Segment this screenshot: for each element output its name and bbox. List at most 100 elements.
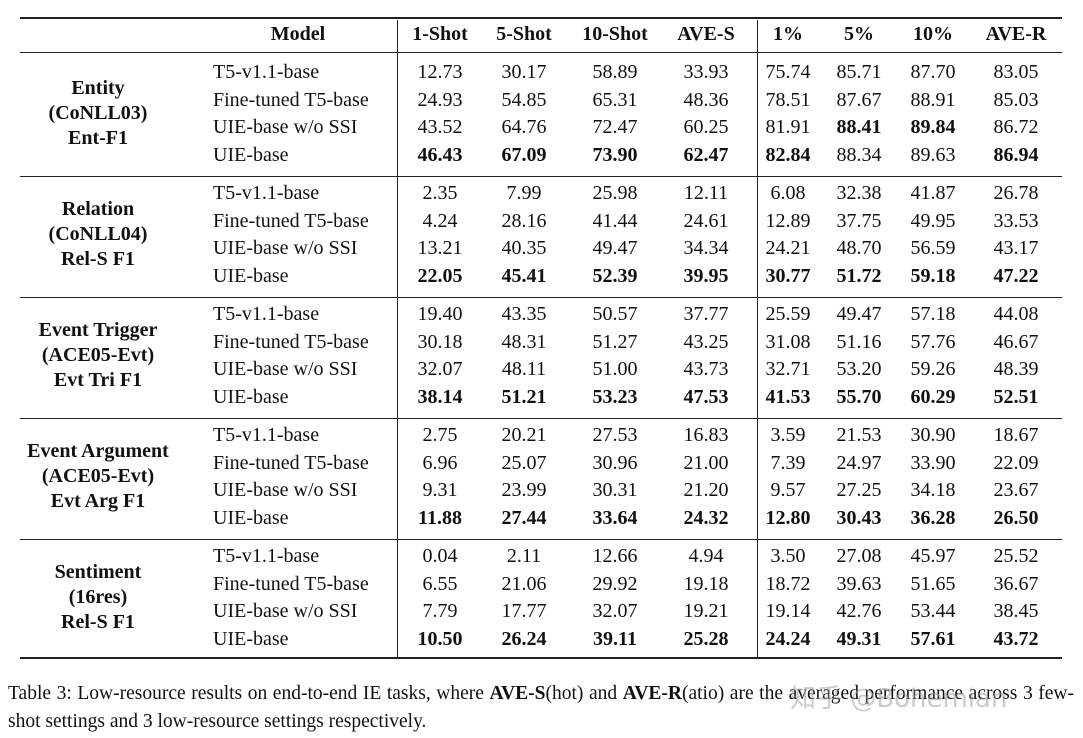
cell-value: 32.07 <box>417 358 463 380</box>
cell-value: 89.63 <box>910 143 956 166</box>
cell-value: 49.95 <box>910 209 956 232</box>
rule <box>20 176 1062 177</box>
cell-value: 30.31 <box>592 479 638 501</box>
caption-text: (atio) are the averaged performance acro… <box>8 683 1074 732</box>
cell-value: 43.72 <box>993 627 1039 650</box>
group-label: Rel-S F1 <box>61 611 135 634</box>
cell-value: 51.00 <box>592 358 638 380</box>
cell-value: 60.29 <box>910 385 956 408</box>
model-name: UIE-base w/o SSI <box>213 116 358 138</box>
cell-value: 51.72 <box>836 264 882 287</box>
cell-value: 48.70 <box>836 237 882 259</box>
group-label: Relation <box>61 198 135 221</box>
cell-value: 88.91 <box>910 88 956 111</box>
cell-value: 10.50 <box>417 627 463 650</box>
cell-value: 30.77 <box>765 264 811 287</box>
cell-value: 43.25 <box>683 330 729 353</box>
cell-value: 32.38 <box>836 182 882 204</box>
group-label: Event Argument <box>27 440 169 463</box>
cell-value: 21.53 <box>836 424 882 446</box>
cell-value: 7.39 <box>770 451 806 474</box>
cell-value: 73.90 <box>592 143 638 166</box>
cell-value: 27.53 <box>592 424 638 446</box>
cell-value: 52.39 <box>592 264 638 287</box>
column-header: 5-Shot <box>496 23 552 45</box>
group-label: (16res) <box>68 586 128 609</box>
cell-value: 52.51 <box>993 385 1039 408</box>
rule <box>397 20 398 658</box>
group-label: (ACE05-Evt) <box>41 465 155 488</box>
cell-value: 53.23 <box>592 385 638 408</box>
cell-value: 75.74 <box>765 61 811 83</box>
cell-value: 36.67 <box>993 572 1039 595</box>
cell-value: 46.67 <box>993 330 1039 353</box>
cell-value: 9.31 <box>422 479 458 501</box>
cell-value: 21.00 <box>683 451 729 474</box>
cell-value: 54.85 <box>501 88 547 111</box>
model-name: UIE-base <box>213 143 289 166</box>
cell-value: 12.66 <box>592 545 638 567</box>
cell-value: 12.89 <box>765 209 811 232</box>
cell-value: 32.71 <box>765 358 811 380</box>
cell-value: 37.75 <box>836 209 882 232</box>
cell-value: 45.97 <box>910 545 956 567</box>
cell-value: 85.03 <box>993 88 1039 111</box>
cell-value: 6.96 <box>422 451 458 474</box>
cell-value: 24.61 <box>683 209 729 232</box>
cell-value: 33.90 <box>910 451 956 474</box>
cell-value: 49.31 <box>836 627 882 650</box>
group-label: Evt Arg F1 <box>50 490 146 513</box>
caption: Table 3: Low-resource results on end-to-… <box>8 680 1074 736</box>
cell-value: 33.53 <box>993 209 1039 232</box>
cell-value: 20.21 <box>501 424 547 446</box>
model-name: T5-v1.1-base <box>213 545 320 567</box>
cell-value: 53.44 <box>910 600 956 622</box>
cell-value: 48.11 <box>501 358 547 380</box>
column-header: 5% <box>844 23 874 45</box>
cell-value: 51.21 <box>501 385 547 408</box>
cell-value: 7.79 <box>422 600 458 622</box>
cell-value: 48.31 <box>501 330 547 353</box>
cell-value: 83.05 <box>993 61 1039 83</box>
group-label: Ent-F1 <box>68 127 128 150</box>
caption-text: Table 3: Low-resource results on end-to-… <box>8 683 490 704</box>
cell-value: 30.43 <box>836 506 882 529</box>
model-name: Fine-tuned T5-base <box>213 209 369 232</box>
cell-value: 67.09 <box>501 143 547 166</box>
cell-value: 2.11 <box>506 545 542 567</box>
cell-value: 43.52 <box>417 116 463 138</box>
model-name: T5-v1.1-base <box>213 182 320 204</box>
model-name: T5-v1.1-base <box>213 61 320 83</box>
cell-value: 49.47 <box>592 237 638 259</box>
cell-value: 47.53 <box>683 385 729 408</box>
cell-value: 41.87 <box>910 182 956 204</box>
cell-value: 57.61 <box>910 627 956 650</box>
cell-value: 13.21 <box>417 237 463 259</box>
cell-value: 48.39 <box>993 358 1039 380</box>
cell-value: 9.57 <box>770 479 806 501</box>
column-header: Model <box>270 23 326 45</box>
cell-value: 25.28 <box>683 627 729 650</box>
cell-value: 30.90 <box>910 424 956 446</box>
cell-value: 4.94 <box>688 545 724 567</box>
cell-value: 51.16 <box>836 330 882 353</box>
cell-value: 33.93 <box>683 61 729 83</box>
cell-value: 24.97 <box>836 451 882 474</box>
rule <box>757 20 758 658</box>
cell-value: 12.80 <box>765 506 811 529</box>
cell-value: 42.76 <box>836 600 882 622</box>
cell-value: 6.55 <box>422 572 458 595</box>
cell-value: 38.14 <box>417 385 463 408</box>
model-name: UIE-base <box>213 264 289 287</box>
cell-value: 62.47 <box>683 143 729 166</box>
cell-value: 26.78 <box>993 182 1039 204</box>
cell-value: 88.41 <box>836 116 882 138</box>
cell-value: 21.06 <box>501 572 547 595</box>
model-name: Fine-tuned T5-base <box>213 451 369 474</box>
cell-value: 25.52 <box>993 545 1039 567</box>
cell-value: 22.09 <box>993 451 1039 474</box>
cell-value: 64.76 <box>501 116 547 138</box>
cell-value: 46.43 <box>417 143 463 166</box>
cell-value: 48.36 <box>683 88 729 111</box>
cell-value: 89.84 <box>910 116 956 138</box>
